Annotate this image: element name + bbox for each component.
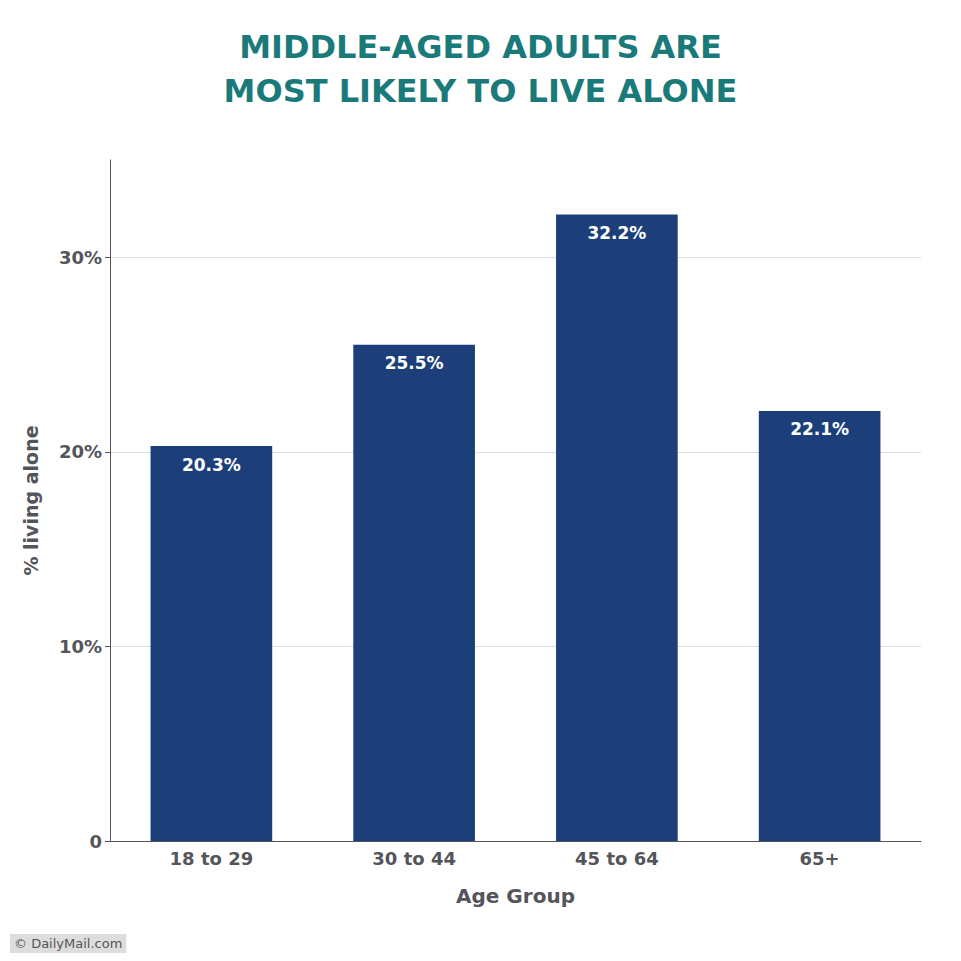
svg-text:% living alone: % living alone xyxy=(20,425,42,575)
svg-text:65+: 65+ xyxy=(800,848,840,869)
svg-text:MOST LIKELY TO LIVE ALONE: MOST LIKELY TO LIVE ALONE xyxy=(224,72,738,110)
svg-text:20%: 20% xyxy=(59,441,102,462)
svg-text:45 to 64: 45 to 64 xyxy=(575,848,659,869)
svg-text:30%: 30% xyxy=(59,247,102,268)
svg-text:10%: 10% xyxy=(59,636,102,657)
svg-text:© DailyMail.com: © DailyMail.com xyxy=(14,936,122,951)
svg-text:Age Group: Age Group xyxy=(456,884,575,908)
svg-text:22.1%: 22.1% xyxy=(790,419,849,439)
svg-text:0: 0 xyxy=(89,831,102,852)
svg-text:30 to 44: 30 to 44 xyxy=(372,848,456,869)
svg-text:MIDDLE-AGED ADULTS ARE: MIDDLE-AGED ADULTS ARE xyxy=(239,28,722,66)
svg-text:20.3%: 20.3% xyxy=(182,455,241,475)
svg-text:18 to 29: 18 to 29 xyxy=(170,848,254,869)
svg-text:32.2%: 32.2% xyxy=(587,223,646,243)
svg-text:25.5%: 25.5% xyxy=(385,353,444,373)
